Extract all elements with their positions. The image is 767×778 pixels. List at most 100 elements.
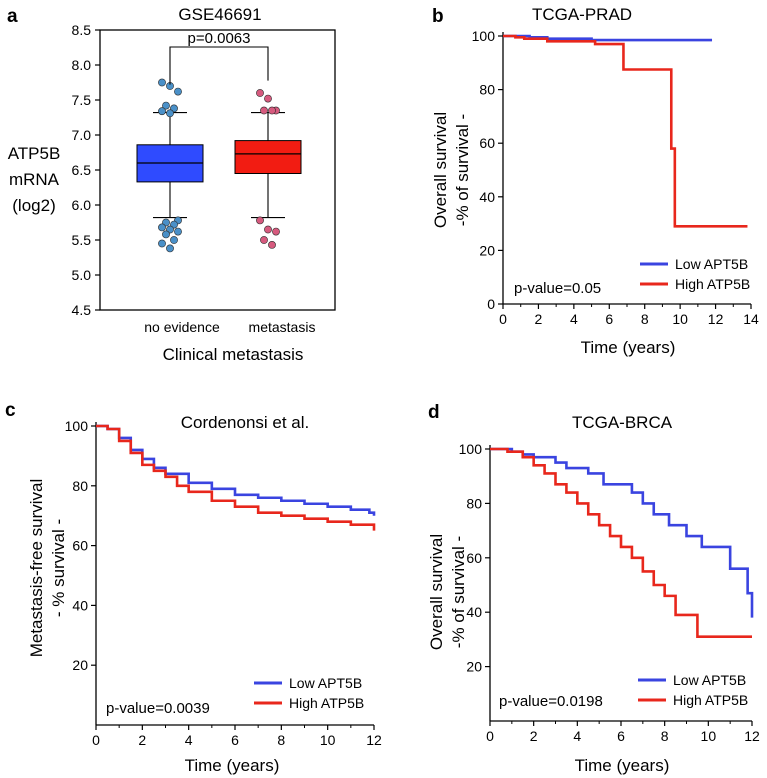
legend-label: High ATP5B xyxy=(675,276,750,292)
x-tick-label-d: 4 xyxy=(573,728,581,744)
legend-label: High ATP5B xyxy=(289,695,364,711)
pvalue-label-b: p-value=0.05 xyxy=(514,280,601,297)
y-axis-label-line-2: -% of survival - xyxy=(453,114,472,226)
legend-label: Low APT5B xyxy=(289,675,362,691)
y-axis-label-line-1: Overall survival xyxy=(431,112,450,228)
x-tick-label-b: 6 xyxy=(605,311,613,327)
y-tick-label-b: 80 xyxy=(479,82,495,98)
outlier-point xyxy=(158,223,166,232)
km-chart-c: 20 40 60 80 100 0 2 4 6 8 10 12 Low APT5B High ATP5B p… xyxy=(65,418,382,748)
y-axis-label-a: ATP5B mRNA (log2) xyxy=(8,144,61,215)
panel-label-b: b xyxy=(432,6,444,27)
x-tick-label-b: 8 xyxy=(641,311,649,327)
series-line-low-apt5b xyxy=(490,447,754,618)
y-axis-label-d: Overall survival -% of survival - xyxy=(427,534,468,650)
y-tick-label-a: 8.0 xyxy=(72,57,92,73)
legend-label: Low APT5B xyxy=(675,256,748,272)
outlier-point xyxy=(272,227,280,236)
x-tick-label-no-evidence: no evidence xyxy=(144,319,220,335)
legend-label: Low APT5B xyxy=(673,672,746,688)
outlier-point xyxy=(256,89,264,97)
y-tick-label-d: 60 xyxy=(466,550,482,566)
series-line-high-atp5b xyxy=(490,447,752,638)
x-tick-label-d: 6 xyxy=(617,728,625,744)
outlier-point xyxy=(174,87,182,96)
panel-label-a: a xyxy=(7,6,18,27)
y-tick-label-b: 0 xyxy=(487,296,495,312)
y-tick-label-a: 6.0 xyxy=(72,197,92,213)
x-tick-label-d: 2 xyxy=(530,728,538,744)
x-tick-label-b: 4 xyxy=(570,311,578,327)
x-tick-label-c: 0 xyxy=(92,732,100,748)
x-axis-label-a: Clinical metastasis xyxy=(163,345,304,364)
outlier-point xyxy=(174,227,182,236)
x-tick-label-c: 12 xyxy=(366,732,382,748)
outlier-point xyxy=(162,230,170,239)
panel-c: c Cordenonsi et al. Metastasis-free surv… xyxy=(5,400,309,775)
panel-d: d TCGA-BRCA Overall survival -% of survi… xyxy=(427,402,673,775)
y-axis-label-line-3: (log2) xyxy=(12,196,55,215)
legend-c: Low APT5B High ATP5B xyxy=(254,675,364,711)
outlier-point xyxy=(162,101,170,110)
legend-d: Low APT5B High ATP5B xyxy=(638,672,748,708)
x-tick-label-c: 8 xyxy=(277,732,285,748)
pvalue-label-d: p-value=0.0198 xyxy=(499,693,603,710)
x-axis-label-c: Time (years) xyxy=(185,756,280,775)
chart-title-c: Cordenonsi et al. xyxy=(181,413,310,432)
panel-label-d: d xyxy=(428,402,440,423)
panel-a: a GSE46691 ATP5B mRNA (log2) no evidence… xyxy=(7,5,315,364)
x-tick-label-b: 12 xyxy=(708,311,724,327)
pvalue-label-a: p=0.0063 xyxy=(188,30,251,47)
panel-b: b TCGA-PRAD Overall survival -% of survi… xyxy=(431,5,675,357)
legend-b: Low APT5B High ATP5B xyxy=(640,256,750,292)
x-tick-label-c: 10 xyxy=(320,732,336,748)
x-tick-label-b: 14 xyxy=(743,311,759,327)
y-tick-label-c: 40 xyxy=(72,597,88,613)
series-line-high-atp5b xyxy=(503,34,748,228)
outlier-point xyxy=(158,78,166,87)
x-tick-label-b: 0 xyxy=(499,311,507,327)
y-tick-label-a: 5.5 xyxy=(72,232,92,248)
y-axis-label-line-1: Metastasis-free survival xyxy=(27,479,46,658)
y-axis-label-line-2: -% of survival - xyxy=(449,536,468,648)
chart-title-b: TCGA-PRAD xyxy=(532,5,632,24)
y-tick-label-d: 40 xyxy=(466,604,482,620)
outlier-point xyxy=(158,239,166,248)
y-tick-label-a: 5.0 xyxy=(72,267,92,283)
outlier-point xyxy=(166,244,174,253)
outlier-point xyxy=(260,236,268,244)
y-tick-label-a: 7.0 xyxy=(72,127,92,143)
x-tick-label-b: 2 xyxy=(535,311,543,327)
y-tick-label-a: 4.5 xyxy=(72,302,92,318)
x-axis-label-d: Time (years) xyxy=(575,756,670,775)
y-tick-label-a: 7.5 xyxy=(72,92,92,108)
box-no-evidence xyxy=(136,78,204,253)
box-plot-a: 4.5 5.0 5.5 6.0 6.5 7.0 7.5 8.0 8.5 p=0.0063 xyxy=(72,22,336,318)
y-tick-label-a: 8.5 xyxy=(72,22,92,38)
y-tick-label-d: 100 xyxy=(459,441,483,457)
km-chart-b: 0 20 40 60 80 100 0 2 4 6 8 10 12 14 Low APT5B High ATP… xyxy=(472,28,759,327)
series-line-high-atp5b xyxy=(96,424,376,531)
outlier-point xyxy=(264,94,272,103)
y-tick-label-c: 100 xyxy=(65,418,89,434)
outlier-point xyxy=(158,107,166,116)
outlier-point xyxy=(166,109,174,118)
x-tick-label-c: 4 xyxy=(185,732,193,748)
x-tick-labels-a: no evidence metastasis xyxy=(144,319,315,335)
x-tick-label-d: 8 xyxy=(661,728,669,744)
x-tick-label-d: 12 xyxy=(744,728,760,744)
box-metastasis xyxy=(234,89,302,249)
y-tick-label-b: 100 xyxy=(472,28,496,44)
outlier-point xyxy=(264,225,272,234)
y-tick-label-d: 80 xyxy=(466,495,482,511)
box-iqr xyxy=(234,140,302,175)
x-tick-label-c: 6 xyxy=(231,732,239,748)
y-axis-label-line-1: ATP5B xyxy=(8,144,61,163)
y-tick-label-b: 60 xyxy=(479,135,495,151)
y-tick-label-c: 20 xyxy=(72,657,88,673)
outlier-point xyxy=(260,106,268,115)
series-line-low-apt5b xyxy=(503,34,713,42)
outlier-point xyxy=(256,216,264,225)
y-tick-label-d: 20 xyxy=(466,659,482,675)
